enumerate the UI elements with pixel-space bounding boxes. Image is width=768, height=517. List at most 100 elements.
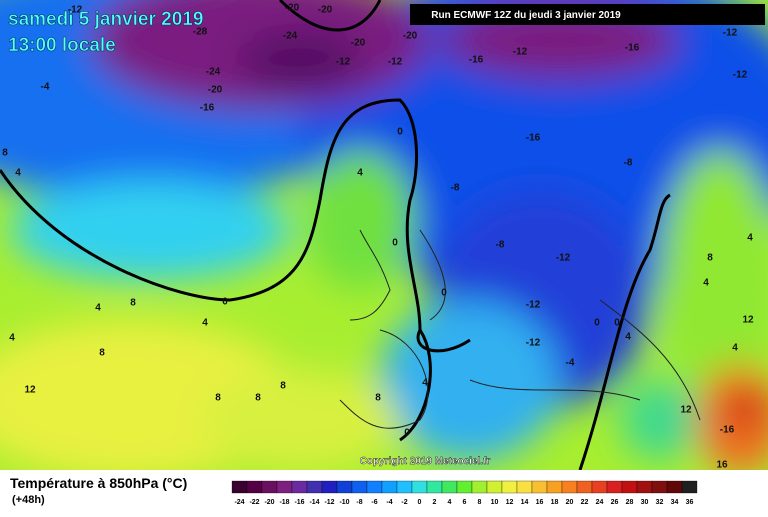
contour-label: -4: [41, 82, 50, 93]
contour-label: -12: [68, 5, 83, 16]
scale-tick-label: 8: [478, 499, 482, 506]
contour-label: 12: [742, 315, 754, 326]
contour-label: -20: [403, 31, 418, 42]
scale-swatch: [246, 480, 263, 494]
scale-swatch: [531, 480, 548, 494]
contour-label: 4: [747, 233, 753, 244]
contour-label: 4: [95, 303, 101, 314]
coastlines: [339, 229, 701, 429]
contour-label: 4: [357, 168, 363, 179]
contour-label: 4: [15, 168, 21, 179]
scale-swatch: [321, 480, 338, 494]
contour-label: 8: [707, 253, 713, 264]
scale-tick-label: 6: [463, 499, 467, 506]
contour-label: -16: [469, 55, 484, 66]
contour-label: -20: [285, 3, 300, 14]
scale-swatch: [336, 480, 353, 494]
forecast-time: 13:00 locale: [8, 35, 116, 56]
scale-tick-label: 36: [686, 499, 694, 506]
scale-swatch: [576, 480, 593, 494]
scale-tick-label: -24: [234, 499, 244, 506]
temperature-field: [0, 0, 768, 480]
scale-swatch: [486, 480, 503, 494]
contour-label: -12: [388, 57, 403, 68]
contour-label: -8: [451, 183, 460, 194]
contour-label: 16: [716, 460, 728, 471]
color-scale: -24 -22 -20 -18 -16 -14 -12 -10 -8 -6 -4 -2 0 2 4 6 8 10 1…: [231, 480, 698, 506]
scale-swatch: [261, 480, 278, 494]
scale-tick-label: -4: [386, 499, 392, 506]
variable-title: Température à 850hPa (°C): [10, 475, 187, 491]
scale-swatch: [591, 480, 608, 494]
contour-label: 8: [215, 393, 221, 404]
copyright: Copyright 2019 Meteociel.fr: [360, 456, 491, 467]
scale-swatch: [306, 480, 323, 494]
scale-swatch: [441, 480, 458, 494]
scale-swatch: [411, 480, 428, 494]
scale-tick-label: 20: [566, 499, 574, 506]
scale-swatch: [666, 480, 683, 494]
contour-label: -16: [625, 43, 640, 54]
scale-swatch: [546, 480, 563, 494]
contour-label: 0: [614, 318, 620, 329]
scale-tick-label: 14: [521, 499, 529, 506]
contour-label: -12: [723, 28, 738, 39]
scale-tick-label: -10: [339, 499, 349, 506]
scale-tick-label: 28: [626, 499, 634, 506]
contour-label: 4: [625, 332, 631, 343]
contour-label: -8: [624, 158, 633, 169]
scale-swatch: [516, 480, 533, 494]
contour-label: -12: [733, 70, 748, 81]
scale-tick-label: -2: [401, 499, 407, 506]
contour-label: 8: [2, 148, 8, 159]
scale-tick-label: -18: [279, 499, 289, 506]
contour-labels: -12 -20 -20-28 -24-20-20-12 -16-12-12 -12 -16-…: [2, 3, 754, 471]
contour-label: -12: [526, 300, 541, 311]
contour-label: 0: [222, 297, 228, 308]
scale-swatch: [681, 480, 698, 494]
scale-tick-label: -12: [324, 499, 334, 506]
contour-label: -20: [351, 38, 366, 49]
contour-label: 8: [375, 393, 381, 404]
scale-swatch: [366, 480, 383, 494]
scale-tick-label: -6: [371, 499, 377, 506]
scale-tick-label: 2: [433, 499, 437, 506]
scale-swatch: [606, 480, 623, 494]
contour-label: 4: [732, 343, 738, 354]
contour-label: -20: [318, 5, 333, 16]
scale-swatch: [231, 480, 248, 494]
scale-tick-label: -8: [356, 499, 362, 506]
contour-label: 4: [422, 378, 428, 389]
scale-tick-label: -14: [309, 499, 319, 506]
scale-swatch: [456, 480, 473, 494]
scale-tick-label: 0: [418, 499, 422, 506]
scale-tick-label: 22: [581, 499, 589, 506]
contour-label: 0: [404, 428, 410, 439]
contour-label: 0: [441, 288, 447, 299]
contour-label: 8: [280, 381, 286, 392]
scale-swatch: [636, 480, 653, 494]
contour-label: -24: [206, 67, 221, 78]
scale-swatch: [291, 480, 308, 494]
scale-tick-label: 34: [671, 499, 679, 506]
lead-time: (+48h): [12, 494, 45, 506]
scale-swatch: [621, 480, 638, 494]
scale-swatch: [561, 480, 578, 494]
scale-tick-label: 16: [536, 499, 544, 506]
contour-label: 8: [130, 298, 136, 309]
scale-tick-label: 12: [506, 499, 514, 506]
forecast-date: samedi 5 janvier 2019: [8, 9, 203, 30]
contour-label: 0: [594, 318, 600, 329]
scale-tick-label: 4: [448, 499, 452, 506]
contour-label: 0: [397, 127, 403, 138]
contour-label: 4: [202, 318, 208, 329]
scale-swatch: [471, 480, 488, 494]
scale-swatch: [426, 480, 443, 494]
scale-swatch: [396, 480, 413, 494]
contour-label: -24: [283, 31, 298, 42]
contour-label: -4: [566, 358, 575, 369]
scale-swatch: [276, 480, 293, 494]
run-banner: [410, 4, 765, 25]
